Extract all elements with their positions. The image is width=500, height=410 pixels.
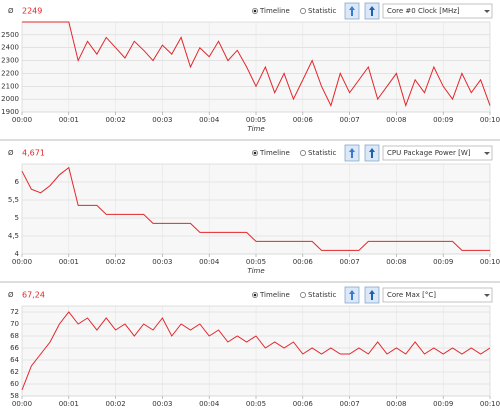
- radio-label[interactable]: Timeline: [259, 291, 290, 299]
- y-tick-label: 70: [10, 320, 19, 328]
- x-tick-label: 00:08: [386, 116, 406, 124]
- y-tick-label: 4,5: [8, 232, 19, 240]
- x-tick-label: 00:05: [246, 400, 266, 408]
- data-line: [22, 21, 491, 108]
- x-tick-label: 00:04: [199, 258, 220, 266]
- x-tick-label: 00:05: [246, 258, 266, 266]
- x-tick-label: 00:00: [12, 258, 32, 266]
- y-tick-label: 58: [10, 392, 19, 400]
- x-tick-label: 00:08: [386, 258, 406, 266]
- y-tick-label: 1900: [1, 108, 19, 116]
- average: 67,24: [22, 291, 45, 300]
- sensor-name[interactable]: CPU Package Power [W]: [387, 149, 471, 157]
- x-tick-label: 00:06: [293, 116, 314, 124]
- sensor-dropdown[interactable]: [382, 3, 493, 19]
- x-tick-label: 00:02: [106, 116, 126, 124]
- sensor-name[interactable]: Core Max [°C]: [387, 291, 436, 299]
- avg-symbol: Ø: [8, 291, 14, 299]
- radio-label[interactable]: Statistic: [308, 7, 337, 15]
- y-tick-label: 2000: [1, 95, 19, 103]
- x-axis-label: Time: [247, 267, 264, 275]
- x-tick-label: 00:05: [246, 116, 266, 124]
- x-tick-label: 00:10: [480, 258, 500, 266]
- y-tick-label: 66: [10, 344, 19, 352]
- dropdown-arrow: [484, 152, 490, 155]
- data-line: [21, 311, 491, 391]
- x-tick-label: 00:00: [12, 116, 32, 124]
- radio-label[interactable]: Statistic: [308, 291, 337, 299]
- dropdown-arrow: [484, 294, 490, 297]
- x-tick-label: 00:06: [293, 400, 314, 408]
- radio-dot: [253, 293, 257, 297]
- y-tick-label: 62: [10, 368, 19, 376]
- radio-label[interactable]: Statistic: [308, 149, 337, 157]
- y-tick-label: 2500: [1, 31, 19, 39]
- average: 2249: [22, 7, 42, 16]
- sort-icon: [369, 148, 375, 158]
- x-tick-label: 00:07: [340, 258, 360, 266]
- x-tick-label: 00:02: [106, 400, 126, 408]
- sensor-name[interactable]: Core #0 Clock [MHz]: [387, 7, 460, 15]
- x-tick-label: 00:03: [152, 116, 172, 124]
- y-tick-label: 2100: [1, 82, 19, 90]
- sort-icon: [369, 6, 375, 16]
- average: 4,671: [22, 149, 45, 158]
- avg-symbol: Ø: [8, 7, 14, 15]
- y-tick-label: 5: [15, 214, 19, 222]
- x-tick-label: 00:00: [12, 400, 32, 408]
- x-tick-label: 00:04: [199, 116, 220, 124]
- radio-button[interactable]: [300, 292, 306, 298]
- radio-dot: [253, 151, 257, 155]
- data-line: [21, 166, 490, 251]
- y-tick-label: 64: [10, 356, 19, 364]
- x-tick-label: 00:03: [152, 258, 172, 266]
- radio-button[interactable]: [300, 8, 306, 14]
- y-tick-label: 2200: [1, 69, 19, 77]
- x-tick-label: 00:10: [480, 400, 500, 408]
- x-tick-label: 00:01: [59, 258, 79, 266]
- y-tick-label: 72: [10, 308, 19, 316]
- x-tick-label: 00:01: [59, 116, 79, 124]
- y-tick-label: 5,5: [8, 196, 19, 204]
- sort-icon: [369, 290, 375, 300]
- sort-icon: [349, 6, 355, 16]
- avg-symbol: Ø: [8, 149, 14, 157]
- x-axis-label: Time: [247, 125, 264, 133]
- x-tick-label: 00:06: [293, 258, 314, 266]
- x-tick-label: 00:09: [433, 258, 453, 266]
- x-tick-label: 00:09: [433, 116, 453, 124]
- y-tick-label: 60: [10, 380, 19, 388]
- x-tick-label: 00:01: [59, 400, 79, 408]
- x-tick-label: 00:07: [340, 116, 360, 124]
- x-tick-label: 00:09: [433, 400, 453, 408]
- x-tick-label: 00:07: [340, 400, 360, 408]
- x-tick-label: 00:04: [199, 400, 220, 408]
- radio-dot: [253, 9, 257, 13]
- x-tick-label: 00:10: [480, 116, 500, 124]
- y-tick-label: 2300: [1, 57, 19, 65]
- sort-icon: [349, 290, 355, 300]
- sort-icon: [349, 148, 355, 158]
- y-tick-label: 2400: [1, 44, 19, 52]
- x-tick-label: 00:02: [106, 258, 126, 266]
- radio-button[interactable]: [300, 150, 306, 156]
- radio-label[interactable]: Timeline: [259, 149, 290, 157]
- y-tick-label: 4: [15, 250, 20, 258]
- x-tick-label: 00:03: [152, 400, 172, 408]
- y-tick-label: 68: [10, 332, 19, 340]
- x-tick-label: 00:08: [386, 400, 406, 408]
- sensor-dropdown[interactable]: [382, 287, 493, 303]
- y-tick-label: 6: [15, 178, 20, 186]
- radio-label[interactable]: Timeline: [259, 7, 290, 15]
- dropdown-arrow: [484, 10, 490, 13]
- sensor-dropdown[interactable]: [382, 145, 493, 161]
